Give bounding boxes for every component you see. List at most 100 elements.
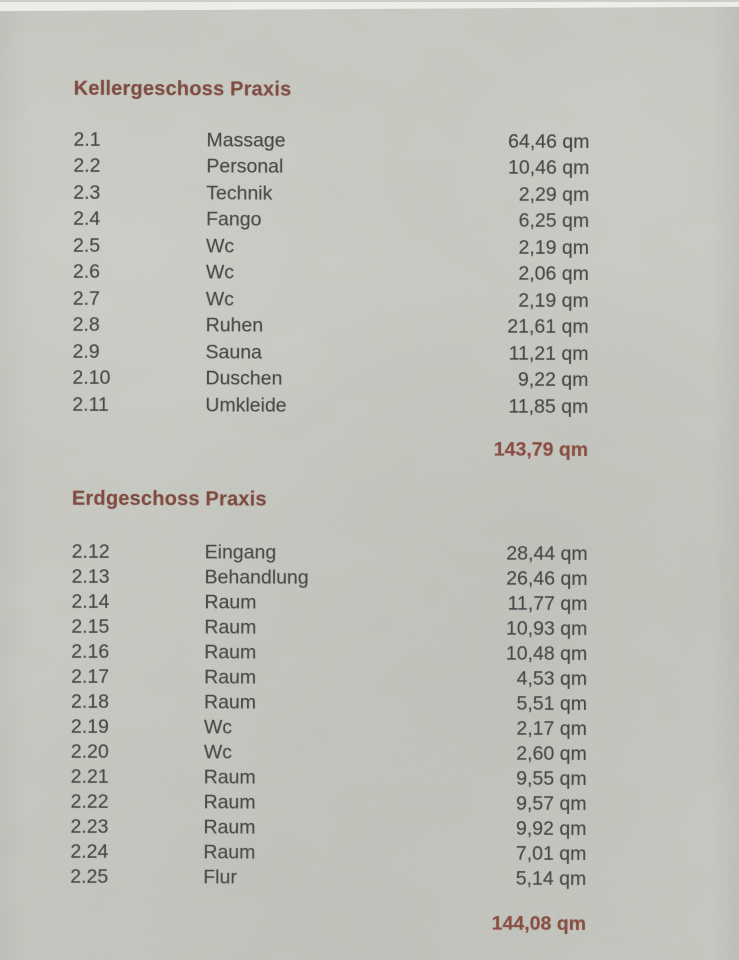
room-name: Technik [206, 182, 273, 205]
table-row: 2.18 Raum 5,51 qm [71, 690, 587, 717]
room-id: 2.23 [70, 815, 109, 838]
table-row: 2.23 Raum 9,92 qm [70, 815, 586, 842]
table-row: 2.16 Raum 10,48 qm [71, 640, 587, 667]
room-name: Flur [203, 866, 237, 889]
room-area: 6,25 qm [518, 209, 590, 233]
room-area: 28,44 qm [506, 542, 588, 565]
room-area: 21,61 qm [507, 315, 589, 339]
room-name: Wc [205, 261, 235, 284]
table-row: 2.6 Wc 2,06 qm [73, 259, 589, 288]
table-row: 2.15 Raum 10,93 qm [71, 615, 587, 642]
room-name: Wc [203, 741, 233, 764]
room-id: 2.1 [73, 128, 101, 151]
room-id: 2.13 [71, 565, 110, 588]
room-name: Raum [203, 816, 256, 839]
room-id: 2.19 [70, 715, 109, 738]
section-kellergeschoss: Kellergeschoss Praxis 2.1 Massage 64,46 … [72, 78, 590, 463]
room-area: 2,60 qm [516, 742, 587, 765]
room-name: Wc [205, 235, 235, 258]
room-name: Fango [206, 208, 262, 231]
room-id: 2.14 [71, 590, 110, 613]
room-id: 2.16 [71, 640, 110, 663]
room-area: 7,01 qm [515, 842, 587, 865]
room-id: 2.22 [70, 790, 109, 813]
section-total: 144,08 qm [491, 912, 587, 935]
table-row: 2.9 Sauna 11,21 qm [72, 339, 589, 368]
room-area: 4,53 qm [516, 667, 588, 690]
room-name: Raum [204, 616, 257, 639]
room-id: 2.12 [71, 540, 110, 563]
section-title: Kellergeschoss Praxis [73, 77, 292, 101]
table-row: 2.8 Ruhen 21,61 qm [73, 312, 589, 341]
table-row: 2.19 Wc 2,17 qm [71, 715, 587, 742]
table-row: 2.22 Raum 9,57 qm [71, 790, 587, 817]
room-name: Eingang [204, 541, 277, 564]
room-name: Raum [204, 591, 257, 614]
room-name: Raum [203, 841, 256, 864]
room-area: 10,48 qm [505, 642, 588, 665]
room-area: 64,46 qm [508, 130, 590, 153]
table-row: 2.17 Raum 4,53 qm [71, 665, 587, 692]
room-id: 2.6 [72, 260, 101, 284]
room-name: Raum [204, 641, 257, 664]
table-row: 2.4 Fango 6,25 qm [73, 206, 589, 235]
room-area: 2,29 qm [518, 183, 590, 206]
room-id: 2.10 [72, 366, 111, 390]
section-erdgeschoss: Erdgeschoss Praxis 2.12 Eingang 28,44 qm… [70, 488, 588, 937]
table-row: 2.12 Eingang 28,44 qm [72, 540, 588, 567]
room-name: Sauna [205, 341, 262, 364]
room-area: 9,92 qm [515, 817, 587, 840]
table-row: 2.21 Raum 9,55 qm [71, 765, 587, 792]
room-area: 26,46 qm [506, 567, 588, 590]
room-area: 2,19 qm [518, 289, 589, 312]
room-area: 5,14 qm [515, 867, 587, 890]
table-row: 2.25 Flur 5,14 qm [70, 865, 586, 892]
room-id: 2.15 [71, 615, 110, 638]
room-area: 2,06 qm [518, 262, 589, 286]
table-row: 2.13 Behandlung 26,46 qm [72, 565, 588, 592]
room-id: 2.11 [72, 393, 109, 416]
room-name: Behandlung [204, 566, 309, 589]
room-id: 2.9 [72, 340, 100, 363]
room-id: 2.4 [73, 207, 101, 231]
room-id: 2.18 [70, 690, 110, 713]
room-name: Wc [205, 288, 234, 311]
room-id: 2.5 [72, 234, 101, 257]
room-area: 5,51 qm [516, 692, 588, 715]
room-name: Umkleide [205, 394, 287, 417]
room-id: 2.2 [73, 154, 101, 178]
table-row: 2.2 Personal 10,46 qm [73, 153, 589, 182]
room-name: Raum [203, 791, 256, 814]
table-row: 2.3 Technik 2,29 qm [73, 180, 589, 209]
room-table: 2.12 Eingang 28,44 qm 2.13 Behandlung 26… [70, 540, 588, 892]
room-id: 2.25 [70, 865, 109, 888]
table-row: 2.24 Raum 7,01 qm [70, 840, 586, 867]
table-row: 2.11 Umkleide 11,85 qm [72, 392, 588, 421]
room-id: 2.8 [72, 313, 100, 337]
room-id: 2.21 [70, 765, 109, 788]
room-name: Personal [206, 155, 284, 178]
room-area: 9,22 qm [517, 368, 589, 392]
table-row: 2.10 Duschen 9,22 qm [72, 365, 588, 394]
room-id: 2.24 [70, 840, 109, 863]
room-name: Wc [203, 716, 233, 739]
room-area: 2,17 qm [516, 717, 587, 740]
table-row: 2.1 Massage 64,46 qm [73, 127, 589, 156]
room-area: 10,46 qm [508, 156, 590, 180]
room-area: 11,21 qm [508, 342, 589, 365]
room-table: 2.1 Massage 64,46 qm 2.2 Personal 10,46 … [72, 127, 589, 421]
room-name: Raum [203, 691, 257, 714]
table-row: 2.14 Raum 11,77 qm [71, 590, 587, 617]
room-name: Duschen [205, 367, 283, 390]
table-row: 2.5 Wc 2,19 qm [73, 233, 589, 262]
table-row: 2.7 Wc 2,19 qm [73, 286, 589, 315]
room-name: Ruhen [205, 314, 264, 337]
room-id: 2.3 [73, 181, 101, 204]
room-area: 10,93 qm [505, 617, 588, 640]
table-row: 2.20 Wc 2,60 qm [71, 740, 587, 767]
section-total: 143,79 qm [493, 438, 589, 461]
room-id: 2.20 [70, 740, 109, 763]
room-id: 2.17 [71, 665, 110, 688]
